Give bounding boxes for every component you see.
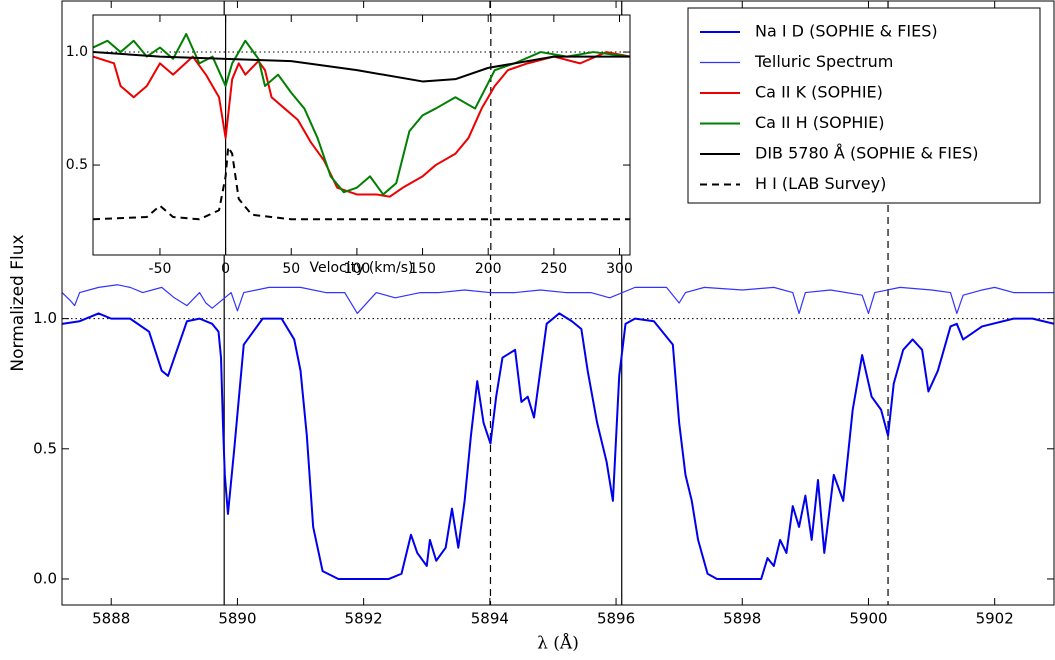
x-tick-label: 5896 bbox=[597, 610, 635, 628]
x-tick-label: 0 bbox=[221, 261, 230, 277]
legend-box bbox=[687, 7, 1041, 204]
y-tick-label: 0.5 bbox=[66, 157, 88, 173]
legend-label: DIB 5780 Å (SOPHIE & FIES) bbox=[755, 144, 979, 163]
x-tick-label: -50 bbox=[149, 261, 172, 277]
series-line bbox=[62, 312, 1054, 580]
x-tick-label: 300 bbox=[606, 261, 633, 277]
x-tick-label: 100 bbox=[344, 261, 371, 277]
axes-frame bbox=[61, 0, 1055, 606]
x-tick-label: 200 bbox=[475, 261, 502, 277]
axes-background bbox=[93, 15, 630, 255]
legend-label: Ca II K (SOPHIE) bbox=[755, 83, 883, 102]
y-tick-label: 0.5 bbox=[33, 439, 57, 457]
x-tick-label: 5898 bbox=[723, 610, 761, 628]
x-tick-label: 50 bbox=[282, 261, 300, 277]
x-tick-label: 5902 bbox=[976, 610, 1014, 628]
legend-label: Telluric Spectrum bbox=[754, 52, 893, 71]
y-tick-label: 1.0 bbox=[66, 44, 88, 60]
series-line bbox=[93, 145, 630, 221]
x-tick-label: 250 bbox=[540, 261, 567, 277]
x-axis-label: Velocity (km/s) bbox=[309, 260, 413, 276]
x-tick-label: 5892 bbox=[345, 610, 383, 628]
series-line bbox=[62, 284, 1054, 315]
y-tick-label: 0.0 bbox=[33, 569, 57, 587]
axes-frame bbox=[92, 14, 631, 256]
x-tick-label: 5900 bbox=[849, 610, 887, 628]
series-line bbox=[93, 51, 630, 198]
series-line bbox=[93, 51, 630, 83]
legend-label: Ca II H (SOPHIE) bbox=[755, 113, 884, 132]
x-tick-label: 5890 bbox=[218, 610, 256, 628]
legend-label: H I (LAB Survey) bbox=[755, 174, 886, 193]
y-axis-label: Normalized Flux bbox=[8, 234, 28, 371]
x-axis-label: λ (Å) bbox=[537, 633, 579, 654]
legend-label: Na I D (SOPHIE & FIES) bbox=[755, 22, 938, 41]
x-tick-label: 5894 bbox=[471, 610, 509, 628]
plot-area bbox=[93, 15, 630, 255]
y-tick-label: 1.0 bbox=[33, 309, 57, 327]
x-tick-label: 5888 bbox=[92, 610, 130, 628]
x-tick-label: 150 bbox=[409, 261, 436, 277]
